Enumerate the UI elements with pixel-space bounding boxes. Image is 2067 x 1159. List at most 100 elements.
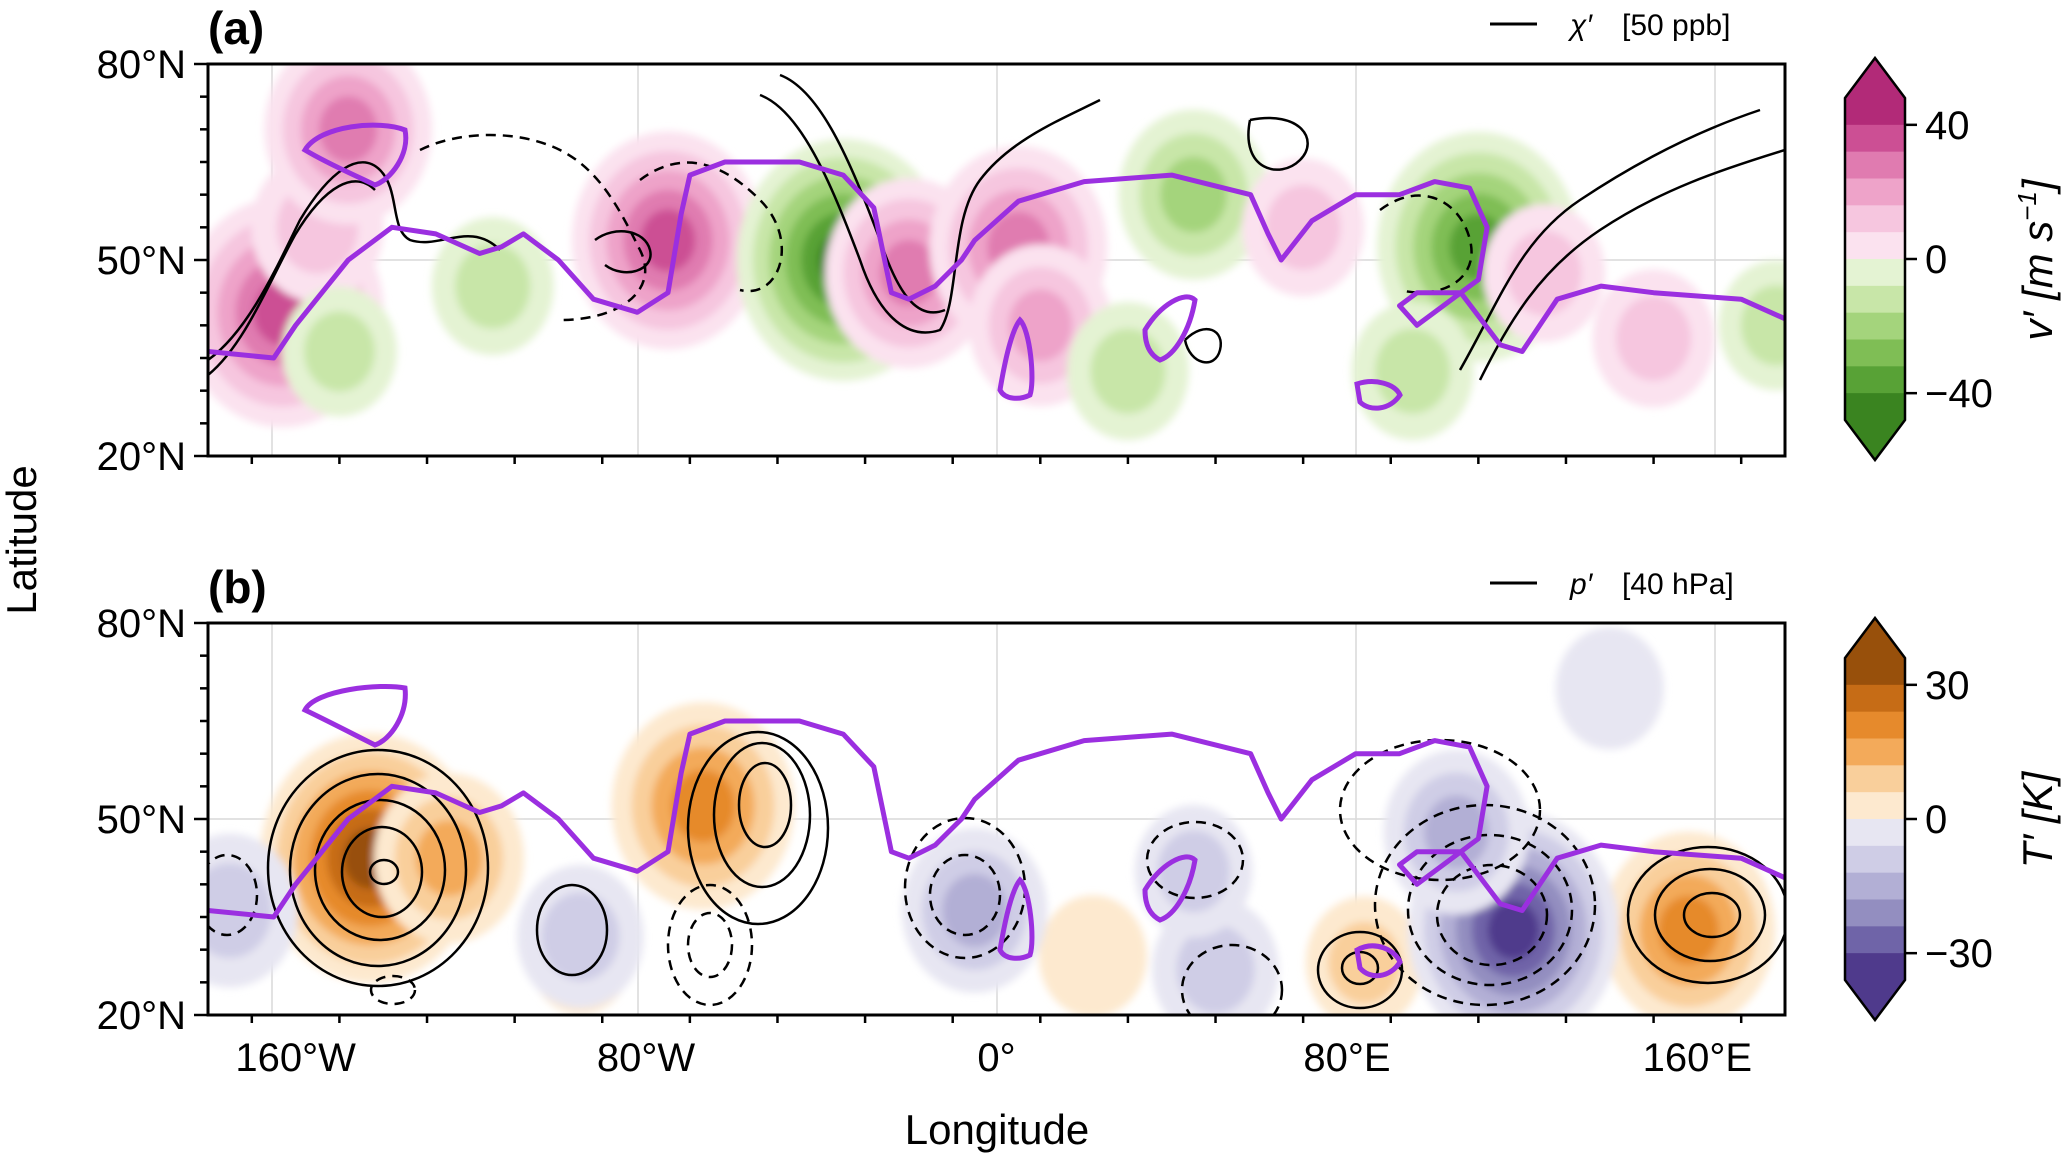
panel-a-y-ticks: 20°N 50°N 80°N	[97, 43, 208, 479]
colorbar-b-swatch-11	[1845, 953, 1905, 981]
panel-a-legend: χ′ [50 ppb]	[1490, 9, 1730, 42]
colorbar-b-tick-label-1: 0	[1925, 798, 1947, 842]
contour-b-23	[1180, 943, 1284, 1015]
panel-b-jet-islands	[301, 683, 1403, 979]
colorbar-a-swatch-3	[1845, 178, 1905, 206]
colorbar-b-swatch-10	[1845, 926, 1905, 954]
colorbar-a-swatch-10	[1845, 366, 1905, 394]
contour-b-14	[535, 883, 609, 977]
y-tick-label-b-0: 20°N	[97, 994, 186, 1038]
shading-blob-a-14-level-1	[455, 243, 531, 329]
colorbar-b-swatch-8	[1845, 872, 1905, 900]
panel-b-jet-contour	[208, 718, 1785, 920]
contour-b-24	[1145, 820, 1245, 900]
panel-a-plot	[208, 64, 1785, 441]
colorbar-b-frame	[1843, 615, 1907, 1023]
colorbar-a-top-extend	[1845, 58, 1905, 98]
colorbar-a-tick-label-0: 40	[1925, 104, 1970, 148]
contour-a-3	[419, 133, 647, 322]
contour-b-3	[313, 798, 447, 942]
colorbar-a-label-main: v′ [m s	[2014, 221, 2061, 341]
colorbar-b-swatch-3	[1845, 738, 1905, 766]
panel-b-x-ticks: 160°W 80°W 0° 80°E 160°E	[235, 1015, 1752, 1080]
contour-a-8	[1458, 108, 1761, 371]
shading-blob-a-15-level-1	[1090, 328, 1166, 414]
contour-b-7	[712, 741, 812, 889]
contour-b-10	[1653, 867, 1767, 963]
colorbar-a-swatch-5	[1845, 232, 1905, 260]
colorbar-b-swatch-7	[1845, 845, 1905, 874]
colorbar-a-swatch-7	[1845, 285, 1905, 314]
panel-a-legend-value: [50 ppb]	[1622, 9, 1730, 42]
colorbar-b-swatch-9	[1845, 899, 1905, 927]
y-tick-label-b-2: 80°N	[97, 602, 186, 646]
contour-b-11	[1682, 891, 1742, 939]
contour-a-4	[759, 93, 1101, 334]
shading-blob-a-17-level-1	[1740, 285, 1785, 366]
panel-b-y-ticks: 20°N 50°N 80°N	[97, 602, 208, 1038]
jet-island-a-2	[1142, 294, 1198, 363]
contour-b-1	[266, 748, 490, 988]
colorbar-a-swatches	[1845, 58, 1905, 460]
shading-blob-a-8-level-2	[1160, 156, 1227, 233]
colorbar-a-swatch-11	[1845, 393, 1905, 421]
panel-b-legend-value: [40 hPa]	[1622, 568, 1734, 601]
shading-blob-b-4-level-0	[1038, 895, 1147, 1015]
colorbar-b-swatch-2	[1845, 711, 1905, 739]
colorbar-b-top-extend	[1845, 618, 1905, 658]
contour-b-21	[666, 883, 754, 1007]
x-tick-label-4: 160°E	[1643, 1036, 1752, 1080]
contour-b-16	[1406, 833, 1574, 987]
contour-b-9	[1626, 845, 1785, 985]
x-axis-label: Longitude	[905, 1106, 1090, 1153]
panel-b: (b) p′ [40 hPa]	[97, 561, 1787, 1080]
panel-b-shading	[208, 627, 1776, 1015]
colorbar-b-ticks: 30 0 −30	[1905, 664, 1993, 976]
colorbar-a-label-close: ]	[2014, 178, 2061, 195]
colorbar-a-ticks: 40 0 −40	[1905, 104, 1993, 416]
panel-b-legend: p′ [40 hPa]	[1490, 568, 1734, 601]
contour-b-13	[1340, 950, 1380, 986]
panel-b-plot	[208, 627, 1785, 1015]
panel-a: (a) χ′ [50 ppb]	[97, 2, 1787, 479]
shading-blob-b-1-level-2	[415, 820, 483, 896]
contour-b-20	[928, 853, 1002, 937]
y-tick-label-a-0: 20°N	[97, 435, 186, 479]
contour-a-1	[208, 161, 501, 362]
colorbar-b-tick-label-0: 30	[1925, 664, 1970, 708]
contour-a-10	[1379, 194, 1473, 294]
colorbar-a-swatch-0	[1845, 98, 1905, 126]
colorbar-b-swatch-6	[1845, 819, 1905, 847]
shading-blob-b-11-level-1	[1176, 925, 1255, 1014]
contour-b-8	[737, 761, 793, 849]
colorbar-b-swatch-5	[1845, 792, 1905, 820]
contour-b-6	[686, 730, 830, 926]
shading-blob-a-12-level-1	[1616, 295, 1692, 381]
colorbar-a-swatch-8	[1845, 312, 1905, 340]
panel-a-jet-contour	[208, 159, 1785, 361]
x-tick-label-0: 160°W	[235, 1036, 356, 1080]
y-tick-label-a-2: 80°N	[97, 43, 186, 87]
contour-b-25	[208, 853, 259, 937]
panel-a-black-contours	[208, 73, 1785, 381]
colorbar-b-swatches	[1845, 618, 1905, 1020]
jet-island-b-2	[1142, 854, 1198, 923]
panel-a-shading	[208, 64, 1785, 441]
panel-b-legend-symbol: p′	[1569, 568, 1594, 601]
contour-b-2	[288, 772, 468, 968]
colorbar-a-label-exp: −1	[2012, 191, 2042, 221]
contour-a-11	[594, 230, 652, 274]
jet-island-b-1	[301, 683, 408, 748]
jet-island-a-1	[301, 122, 409, 188]
colorbar-b-bottom-extend	[1845, 980, 1905, 1020]
contour-b-5	[368, 858, 400, 886]
colorbar-a-bottom-extend	[1845, 420, 1905, 460]
contour-b-22	[686, 911, 734, 979]
y-tick-label-a-1: 50°N	[97, 239, 186, 283]
contour-a-9	[1478, 148, 1785, 381]
colorbar-a-tick-label-2: −40	[1925, 372, 1993, 416]
contour-a-6	[639, 161, 784, 293]
contour-b-4	[340, 825, 424, 919]
panel-a-legend-symbol: χ′	[1567, 9, 1593, 42]
